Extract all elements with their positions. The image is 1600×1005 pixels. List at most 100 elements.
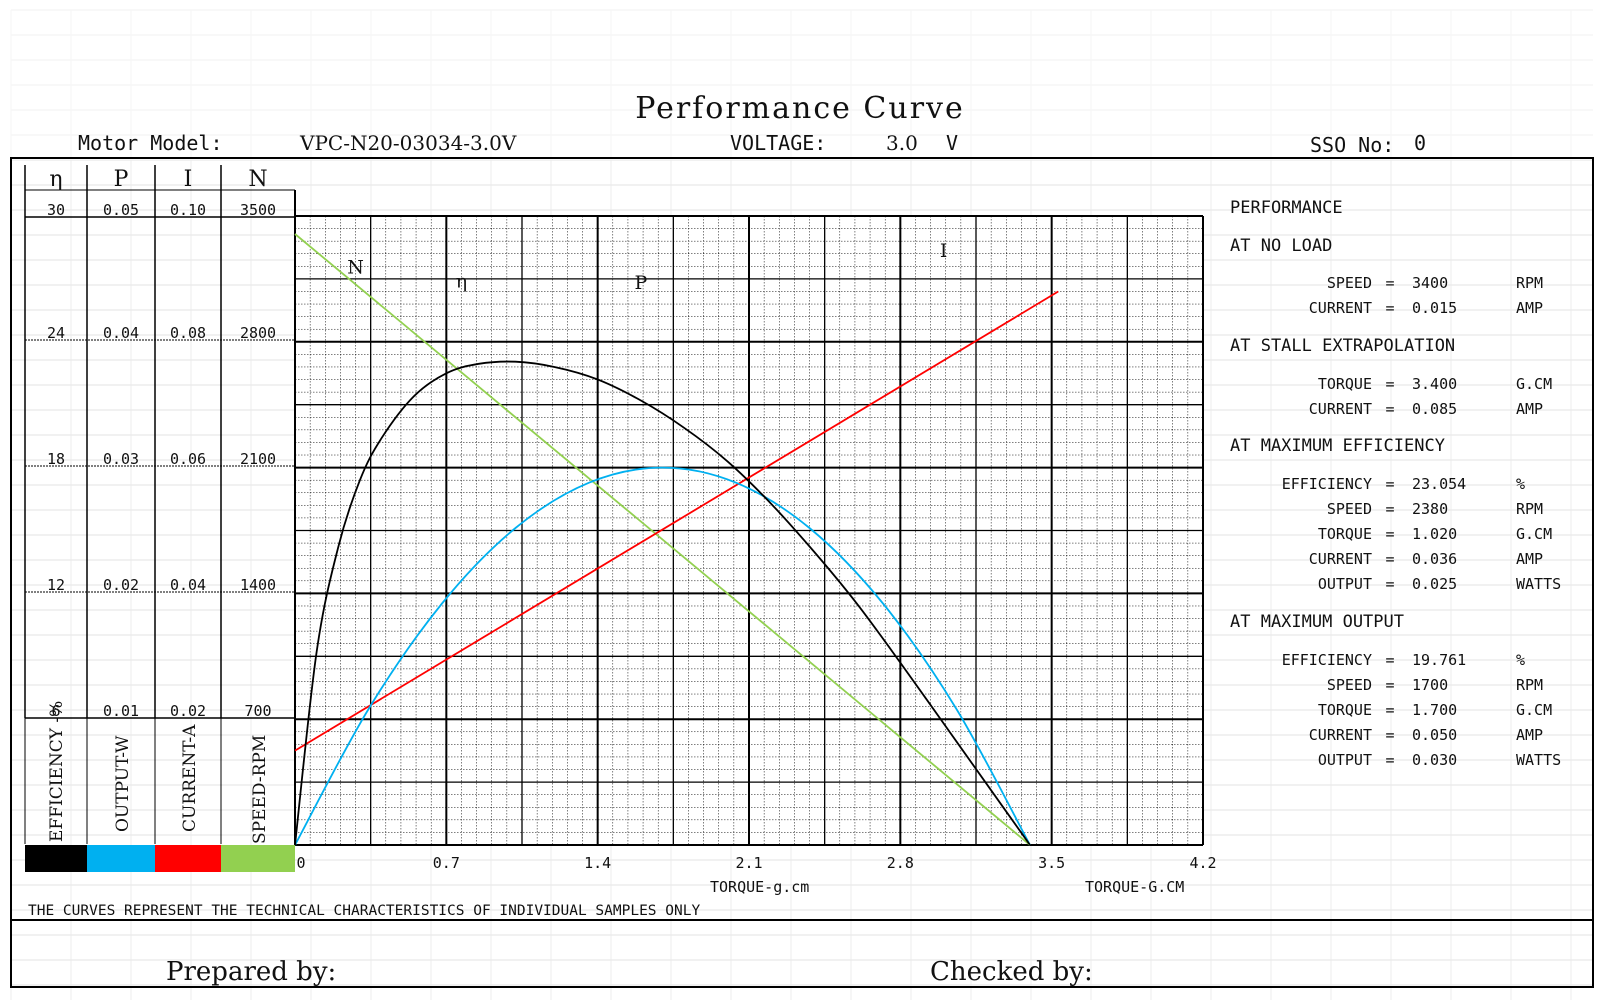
scale-n-3500: 3500	[240, 201, 276, 219]
max-out-current-unit: AMP	[1516, 726, 1543, 744]
scale-p-0.05: 0.05	[103, 201, 139, 219]
sso-value: 0	[1414, 131, 1426, 155]
max-eff-output-value: 0.025	[1412, 575, 1457, 593]
page-title: Performance Curve	[635, 91, 965, 126]
plot-curves	[294, 233, 1059, 846]
legend-label-speed: SPEED-RPM	[250, 735, 270, 844]
max-eff-speed-value: 2380	[1412, 500, 1448, 518]
no-load-current-label: CURRENT	[1309, 299, 1372, 317]
voltage-unit: V	[946, 131, 958, 155]
max-eff-efficiency-label: EFFICIENCY	[1282, 475, 1372, 493]
scale-i-0.06: 0.06	[170, 450, 206, 468]
scale-p-0.04: 0.04	[103, 324, 139, 342]
scale-eta-18: 18	[47, 450, 65, 468]
x-tick-label: 2.8	[887, 854, 914, 872]
section-title-no-load: AT NO LOAD	[1230, 236, 1332, 256]
scale-i-0.04: 0.04	[170, 576, 206, 594]
legend-label-current: CURRENT-A	[180, 724, 200, 832]
no-load-speed-value: 3400	[1412, 274, 1448, 292]
legend-swatches	[25, 845, 295, 872]
performance-panel: PERFORMANCE AT NO LOAD SPEED = 3400 RPM …	[1230, 198, 1561, 769]
stall-current-equals: =	[1385, 400, 1394, 418]
motor-model-label: Motor Model:	[78, 131, 223, 155]
x-axis-label: TORQUE-g.cm	[710, 878, 809, 896]
scale-n-2800: 2800	[240, 324, 276, 342]
stall-current-label: CURRENT	[1309, 400, 1372, 418]
max-eff-efficiency-equals: =	[1385, 475, 1394, 493]
curve-marker-p: P	[635, 272, 648, 294]
max-eff-current-label: CURRENT	[1309, 550, 1372, 568]
x-tick-label: 4.2	[1189, 854, 1216, 872]
legend-swatch	[221, 845, 295, 872]
scale-p-0.03: 0.03	[103, 450, 139, 468]
series-line-i	[294, 290, 1059, 752]
scale-eta-6: 6	[51, 702, 60, 720]
legend-label-output: OUTPUT-W	[113, 735, 133, 832]
max-eff-output-label: OUTPUT	[1318, 575, 1372, 593]
max-out-efficiency-value: 19.761	[1412, 651, 1466, 669]
section-title-max-efficiency: AT MAXIMUM EFFICIENCY	[1230, 436, 1445, 456]
disclaimer-note: THE CURVES REPRESENT THE TECHNICAL CHARA…	[28, 903, 700, 919]
x-tick-label: 1.4	[584, 854, 611, 872]
max-out-torque-value: 1.700	[1412, 701, 1457, 719]
max-out-torque-equals: =	[1385, 701, 1394, 719]
no-load-speed-label: SPEED	[1327, 274, 1372, 292]
max-out-torque-unit: G.CM	[1516, 701, 1552, 719]
sso-label: SSO No:	[1310, 133, 1394, 157]
no-load-current-unit: AMP	[1516, 299, 1543, 317]
scale-i-0.10: 0.10	[170, 201, 206, 219]
series-line-eta	[294, 360, 1031, 846]
legend-swatch	[25, 845, 87, 872]
scale-n-1400: 1400	[240, 576, 276, 594]
curve-marker-eta: η	[456, 270, 467, 292]
stall-torque-label: TORQUE	[1318, 375, 1372, 393]
stall-current-unit: AMP	[1516, 400, 1543, 418]
max-out-output-unit: WATTS	[1516, 751, 1561, 769]
plot-labels: 0 0.7 1.4 2.1 2.8 3.5 4.2 N I Pη	[296, 240, 1216, 872]
max-eff-output-equals: =	[1385, 575, 1394, 593]
voltage-value: 3.0	[886, 131, 918, 155]
stall-torque-value: 3.400	[1412, 375, 1457, 393]
max-out-efficiency-equals: =	[1385, 651, 1394, 669]
max-eff-speed-label: SPEED	[1327, 500, 1372, 518]
max-out-speed-equals: =	[1385, 676, 1394, 694]
max-out-output-value: 0.030	[1412, 751, 1457, 769]
stall-torque-unit: G.CM	[1516, 375, 1552, 393]
max-eff-efficiency-value: 23.054	[1412, 475, 1466, 493]
scale-n-2100: 2100	[240, 450, 276, 468]
scale-symbol-n: N	[248, 167, 267, 192]
legend-label-efficiency: EFFICIENCY -%	[47, 701, 67, 842]
max-out-torque-label: TORQUE	[1318, 701, 1372, 719]
max-out-current-equals: =	[1385, 726, 1394, 744]
stall-current-value: 0.085	[1412, 400, 1457, 418]
plot-grid	[294, 215, 1204, 846]
voltage-label: VOLTAGE:	[730, 131, 826, 155]
scale-symbol-i: I	[184, 167, 193, 192]
scale-p-0.02: 0.02	[103, 576, 139, 594]
max-eff-current-value: 0.036	[1412, 550, 1457, 568]
footer-frame	[10, 919, 1594, 988]
max-out-output-label: OUTPUT	[1318, 751, 1372, 769]
curve-marker-n: N	[347, 257, 364, 279]
curve-marker-i: I	[940, 240, 948, 262]
x-axis-label-right: TORQUE-G.CM	[1085, 878, 1184, 896]
scale-i-0.08: 0.08	[170, 324, 206, 342]
no-load-current-value: 0.015	[1412, 299, 1457, 317]
scale-symbol-p: P	[114, 167, 129, 192]
series-line-n	[294, 233, 1031, 846]
performance-title: PERFORMANCE	[1230, 198, 1343, 218]
section-title-max-output: AT MAXIMUM OUTPUT	[1230, 612, 1404, 632]
max-eff-speed-equals: =	[1385, 500, 1394, 518]
x-tick-label: 0	[296, 854, 305, 872]
max-eff-current-equals: =	[1385, 550, 1394, 568]
x-tick-label: 0.7	[433, 854, 460, 872]
left-scale-labels: η P I N 30 0.05 0.10 3500 24 0.04 0.08 2…	[47, 167, 276, 844]
max-out-speed-unit: RPM	[1516, 676, 1543, 694]
max-out-speed-value: 1700	[1412, 676, 1448, 694]
legend-swatch	[155, 845, 221, 872]
max-eff-current-unit: AMP	[1516, 550, 1543, 568]
scale-i-0.02: 0.02	[170, 702, 206, 720]
prepared-by-label: Prepared by:	[166, 957, 336, 987]
max-eff-speed-unit: RPM	[1516, 500, 1543, 518]
x-tick-label: 2.1	[735, 854, 762, 872]
